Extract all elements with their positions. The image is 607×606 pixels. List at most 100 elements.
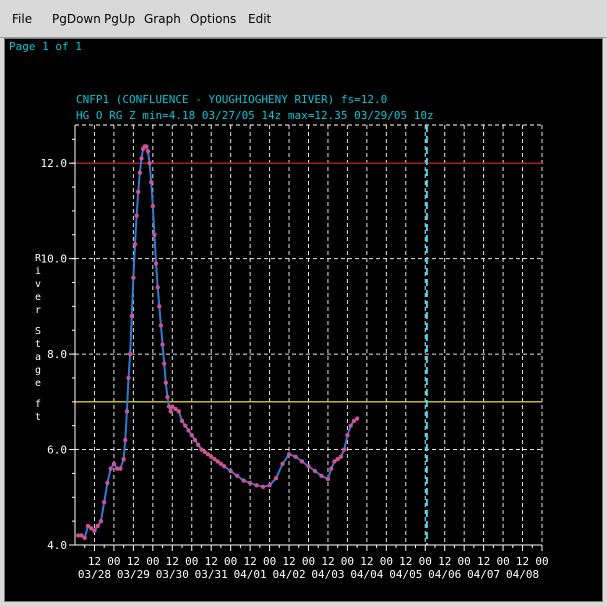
chart-subtitle: HG O RG Z min=4.18 03/27/05 14z max=12.3… [76, 109, 434, 122]
menu-edit[interactable]: Edit [248, 12, 272, 26]
observed-point [126, 375, 131, 381]
x-tick-label-hour: 00 [146, 555, 159, 568]
observed-point [152, 232, 157, 237]
tick-labels: 4.06.08.010.012.012 00 12 00 12 00 12 00 12 00 12 0… [41, 157, 549, 581]
observed-point [202, 449, 207, 455]
observed-point [273, 475, 279, 481]
x-tick-label-hour: 12 [244, 555, 257, 568]
observed-point [144, 144, 149, 149]
x-tick-label-hour: 00 [185, 555, 198, 568]
y-tick-label: 12.0 [41, 157, 68, 170]
observed-point [95, 523, 100, 529]
observed-point [325, 476, 331, 482]
x-tick-label-hour: 00 [302, 555, 315, 568]
observed-point [149, 180, 154, 185]
x-tick-label-date: 04/04 [350, 568, 383, 581]
x-tick-label-hour: 12 [360, 555, 373, 568]
observed-point [114, 466, 120, 471]
observed-point [121, 456, 126, 462]
observed-point [205, 452, 211, 457]
observed-point [212, 456, 217, 462]
observed-point [137, 170, 143, 175]
hydrograph-chart: CNFP1 (CONFLUENCE - YOUGHIOGHENY RIVER) … [35, 93, 549, 581]
x-tick-label-date: 04/06 [428, 568, 461, 581]
observed-point [89, 526, 94, 531]
observed-point [139, 156, 144, 161]
observed-point [221, 464, 227, 469]
observed-line [78, 145, 358, 540]
x-tick-label-date: 04/07 [467, 568, 500, 581]
observed-point [158, 323, 164, 328]
x-tick-label-hour: 00 [419, 555, 432, 568]
observed-point [260, 484, 266, 489]
observed-point [111, 461, 117, 467]
x-tick-label-date: 04/01 [234, 568, 267, 581]
observed-point [173, 406, 178, 412]
observed-point [101, 499, 107, 505]
x-tick-label-date: 04/02 [272, 568, 305, 581]
observed-point [183, 423, 188, 428]
x-tick-label-date: 04/03 [311, 568, 344, 581]
x-tick-label-hour: 00 [224, 555, 237, 568]
x-tick-label-hour: 12 [205, 555, 218, 568]
observed-point [123, 437, 128, 443]
x-tick-label-date: 03/28 [78, 568, 111, 581]
observed-point [234, 473, 240, 478]
y-tick-label: 8.0 [47, 348, 67, 361]
observed-point [166, 404, 172, 409]
chart-title: CNFP1 (CONFLUENCE - YOUGHIOGHENY RIVER) … [76, 93, 387, 106]
observed-point [299, 459, 305, 464]
observed-point [254, 483, 259, 488]
y-tick-label: 6.0 [47, 444, 67, 457]
observed-point [354, 416, 360, 421]
axes [69, 125, 543, 551]
observed-point [165, 394, 170, 400]
x-tick-label-hour: 00 [535, 555, 548, 568]
observed-point [345, 433, 350, 438]
observed-point [199, 447, 204, 452]
x-tick-label-date: 04/05 [389, 568, 422, 581]
plot-window: Page 1 of 1 CNFP1 (CONFLUENCE - YOUGHIOG… [4, 38, 603, 602]
x-tick-label-hour: 12 [321, 555, 334, 568]
observed-point [319, 473, 324, 478]
observed-point [76, 533, 81, 538]
observed-point [312, 468, 318, 474]
y-tick-label: 4.0 [47, 539, 67, 552]
x-tick-label-hour: 12 [88, 555, 101, 568]
observed-point [163, 380, 169, 385]
menu-file[interactable]: File [12, 12, 33, 26]
observed-point [82, 535, 87, 541]
observed-point [153, 261, 159, 266]
observed-point [168, 409, 173, 414]
x-tick-label-hour: 12 [438, 555, 451, 568]
x-tick-label-hour: 12 [516, 555, 529, 568]
menu-options[interactable]: Options [190, 12, 237, 26]
observed-point [176, 409, 181, 414]
observed-point [192, 437, 198, 443]
observed-point [341, 447, 347, 452]
observed-point [131, 275, 136, 280]
observed-point [348, 423, 353, 428]
menu-pgdown[interactable]: PgDown [52, 12, 101, 26]
observed-point [306, 464, 311, 469]
observed-point [280, 461, 285, 467]
menu-pgup[interactable]: PgUp [104, 12, 136, 26]
observed-point [105, 480, 110, 486]
menu-graph[interactable]: Graph [144, 12, 181, 26]
observed-point [124, 409, 130, 414]
x-tick-label-hour: 00 [458, 555, 471, 568]
x-tick-label-date: 04/08 [506, 568, 539, 581]
observed-point [147, 160, 152, 166]
x-tick-label-hour: 12 [477, 555, 490, 568]
observed-point [338, 454, 344, 459]
observed-point [136, 189, 141, 195]
x-tick-label-hour: 00 [107, 555, 120, 568]
observed-point [186, 428, 191, 433]
observed-point [351, 418, 357, 424]
observed-point [150, 203, 156, 209]
observed-point [92, 528, 97, 533]
reference-lines [75, 125, 542, 545]
observed-point [196, 442, 201, 447]
observed-point [79, 533, 84, 538]
